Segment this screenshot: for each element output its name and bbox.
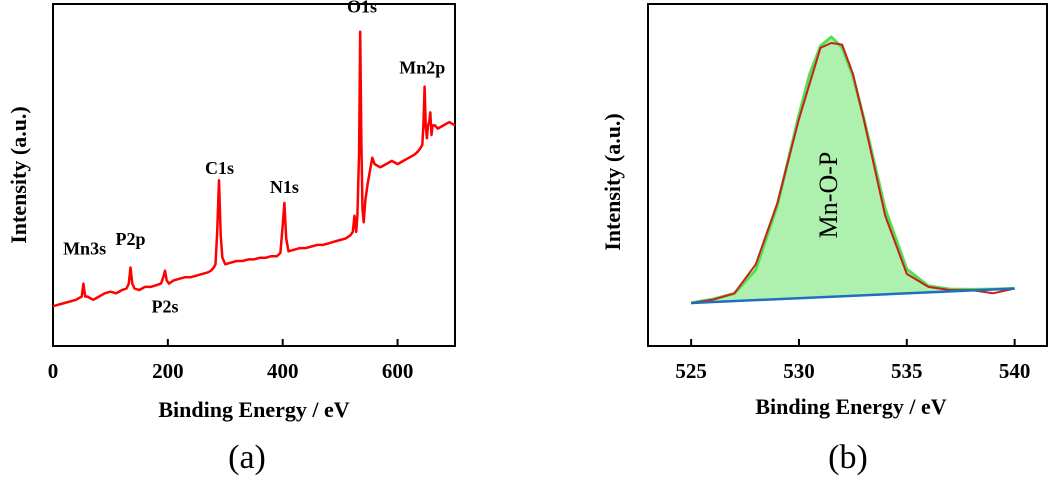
chart-a-frame: [52, 3, 456, 347]
peak-label-mn3s: Mn3s: [63, 239, 106, 259]
chart-b-panel-label: (b): [828, 439, 868, 476]
chart-b-x-tick-label-540: 540: [999, 359, 1031, 383]
chart-b-x-axis-label: Binding Energy / eV: [755, 394, 946, 419]
peak-label-p2p: P2p: [116, 229, 146, 249]
chart-a-peak-labels: Mn3s P2p P2s C1s N1s O1s Mn2p: [63, 0, 445, 317]
chart-b: 525 530 535 540 Mn-O-P Binding Energy / eV …: [600, 3, 1048, 476]
chart-a-x-axis-label: Binding Energy / eV: [158, 397, 349, 422]
chart-a-x-tick-label-600: 600: [382, 359, 414, 383]
peak-label-c1s: C1s: [205, 158, 234, 178]
chart-b-x-tick-label-525: 525: [675, 359, 707, 383]
peak-label-mn2p: Mn2p: [399, 58, 445, 78]
chart-b-x-tick-label-535: 535: [891, 359, 923, 383]
chart-a-series-line: [52, 30, 456, 308]
chart-a-panel-label: (a): [228, 439, 266, 476]
chart-a-x-ticks: 0 200 400 600: [48, 339, 414, 383]
chart-a-x-tick-label-400: 400: [267, 359, 299, 383]
chart-b-frame: [647, 3, 1048, 347]
chart-a-x-tick-label-0: 0: [48, 359, 59, 383]
chart-a-x-tick-label-200: 200: [152, 359, 184, 383]
chart-b-fit-fill: [691, 36, 1015, 304]
chart-a: 0 200 400 600 Mn3s P2p P2s C1s N1s O1s Mn2p Bindi…: [6, 0, 456, 476]
chart-b-baseline: [691, 287, 1015, 305]
chart-b-fit-label: Mn-O-P: [814, 152, 843, 239]
chart-a-y-axis-label: Intensity (a.u.): [6, 106, 31, 244]
chart-b-x-tick-label-530: 530: [783, 359, 815, 383]
peak-label-p2s: P2s: [151, 297, 178, 317]
peak-label-o1s: O1s: [347, 0, 377, 16]
peak-label-n1s: N1s: [270, 177, 299, 197]
chart-b-x-ticks: 525 530 535 540: [675, 339, 1030, 383]
chart-b-y-axis-label: Intensity (a.u.): [600, 113, 625, 251]
